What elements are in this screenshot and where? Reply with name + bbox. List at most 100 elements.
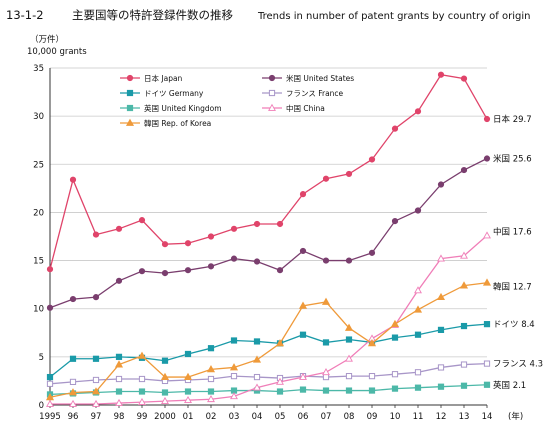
data-point bbox=[437, 254, 445, 262]
data-point bbox=[138, 217, 146, 224]
series-1 bbox=[46, 155, 491, 311]
data-point bbox=[207, 345, 215, 352]
data-point bbox=[391, 217, 399, 225]
data-point bbox=[414, 369, 422, 376]
data-point bbox=[207, 388, 215, 395]
data-point bbox=[161, 357, 169, 364]
data-point bbox=[460, 361, 468, 368]
legend-swatch-marker bbox=[125, 118, 135, 126]
x-tick-label: 05 bbox=[275, 412, 286, 422]
series-line bbox=[49, 362, 488, 385]
end-label: 韓国 12.7 bbox=[493, 282, 532, 293]
data-point bbox=[92, 294, 100, 301]
legend-item: ドイツ Germany bbox=[120, 89, 204, 98]
data-point bbox=[345, 336, 353, 343]
data-point bbox=[368, 373, 376, 380]
data-point bbox=[230, 337, 238, 344]
data-point bbox=[483, 231, 491, 239]
data-point bbox=[483, 115, 491, 123]
series-3 bbox=[46, 360, 491, 387]
data-point bbox=[276, 220, 284, 228]
data-point bbox=[115, 277, 123, 284]
data-point bbox=[253, 383, 261, 391]
data-point bbox=[460, 251, 468, 259]
legend-label: 英国 United Kingdom bbox=[144, 103, 222, 113]
data-point bbox=[483, 360, 491, 367]
data-point bbox=[345, 373, 353, 380]
data-point bbox=[207, 263, 215, 270]
data-point bbox=[207, 375, 215, 383]
data-point bbox=[459, 281, 469, 289]
data-point bbox=[437, 326, 445, 333]
x-tick-label: 12 bbox=[436, 412, 447, 422]
series bbox=[45, 71, 492, 407]
data-point bbox=[275, 339, 285, 347]
data-point bbox=[414, 286, 422, 294]
y-unit-en: 10,000 grants bbox=[27, 47, 87, 57]
data-point bbox=[138, 388, 146, 395]
data-point bbox=[299, 247, 307, 255]
series-line bbox=[49, 282, 488, 398]
data-point bbox=[391, 125, 399, 132]
data-point bbox=[321, 297, 331, 305]
data-point bbox=[184, 388, 192, 395]
data-point bbox=[115, 388, 123, 395]
data-point bbox=[437, 383, 445, 390]
data-point bbox=[460, 322, 468, 330]
x-tick-label: 02 bbox=[206, 412, 217, 422]
legend-item: 米国 United States bbox=[262, 73, 354, 83]
data-point bbox=[437, 364, 445, 371]
y-tick-label: 30 bbox=[33, 112, 44, 122]
x-tick-label: 99 bbox=[137, 412, 148, 422]
data-point bbox=[368, 156, 376, 163]
legend-label: 韓国 Rep. of Korea bbox=[144, 118, 211, 128]
data-point bbox=[115, 375, 123, 383]
data-point bbox=[114, 360, 124, 368]
data-point bbox=[345, 387, 353, 394]
x-tick-label: 11 bbox=[413, 412, 424, 422]
data-point bbox=[138, 397, 146, 405]
x-tick-label: 07 bbox=[321, 412, 332, 422]
data-point bbox=[252, 355, 262, 363]
legend-label: 米国 United States bbox=[286, 73, 354, 83]
x-tick-label: 13 bbox=[459, 412, 470, 422]
data-point bbox=[184, 350, 192, 358]
data-point bbox=[483, 321, 491, 328]
data-point bbox=[161, 241, 169, 248]
y-unit-jp: （万件） bbox=[30, 34, 64, 45]
data-point bbox=[483, 381, 491, 388]
data-point bbox=[161, 396, 169, 404]
data-point bbox=[460, 75, 468, 82]
data-point bbox=[115, 353, 123, 360]
legend-swatch-marker bbox=[126, 104, 134, 112]
data-point bbox=[207, 395, 215, 403]
data-point bbox=[115, 225, 123, 232]
legend-label: フランス France bbox=[286, 89, 344, 98]
legend-swatch-marker bbox=[268, 103, 276, 111]
data-point bbox=[414, 331, 422, 338]
data-point bbox=[69, 378, 77, 385]
x-unit: (年) bbox=[508, 411, 523, 422]
legend-item: 韓国 Rep. of Korea bbox=[120, 118, 211, 128]
data-point bbox=[390, 319, 400, 328]
data-point bbox=[184, 267, 192, 274]
data-point bbox=[207, 233, 215, 240]
data-point bbox=[322, 373, 330, 381]
data-point bbox=[45, 392, 55, 401]
legend-swatch-marker bbox=[268, 89, 276, 97]
data-point bbox=[322, 387, 330, 394]
x-tick-label: 04 bbox=[252, 412, 263, 422]
series-5 bbox=[46, 231, 491, 407]
end-label: ドイツ 8.4 bbox=[493, 320, 535, 330]
data-point bbox=[298, 301, 308, 309]
legend-swatch-marker bbox=[126, 89, 134, 97]
data-point bbox=[460, 166, 468, 174]
data-point bbox=[345, 354, 353, 362]
legend-label: 中国 China bbox=[286, 103, 325, 113]
series-4 bbox=[46, 381, 491, 398]
data-point bbox=[322, 339, 330, 346]
data-point bbox=[414, 108, 422, 115]
data-point bbox=[253, 373, 261, 381]
data-point bbox=[482, 278, 492, 286]
